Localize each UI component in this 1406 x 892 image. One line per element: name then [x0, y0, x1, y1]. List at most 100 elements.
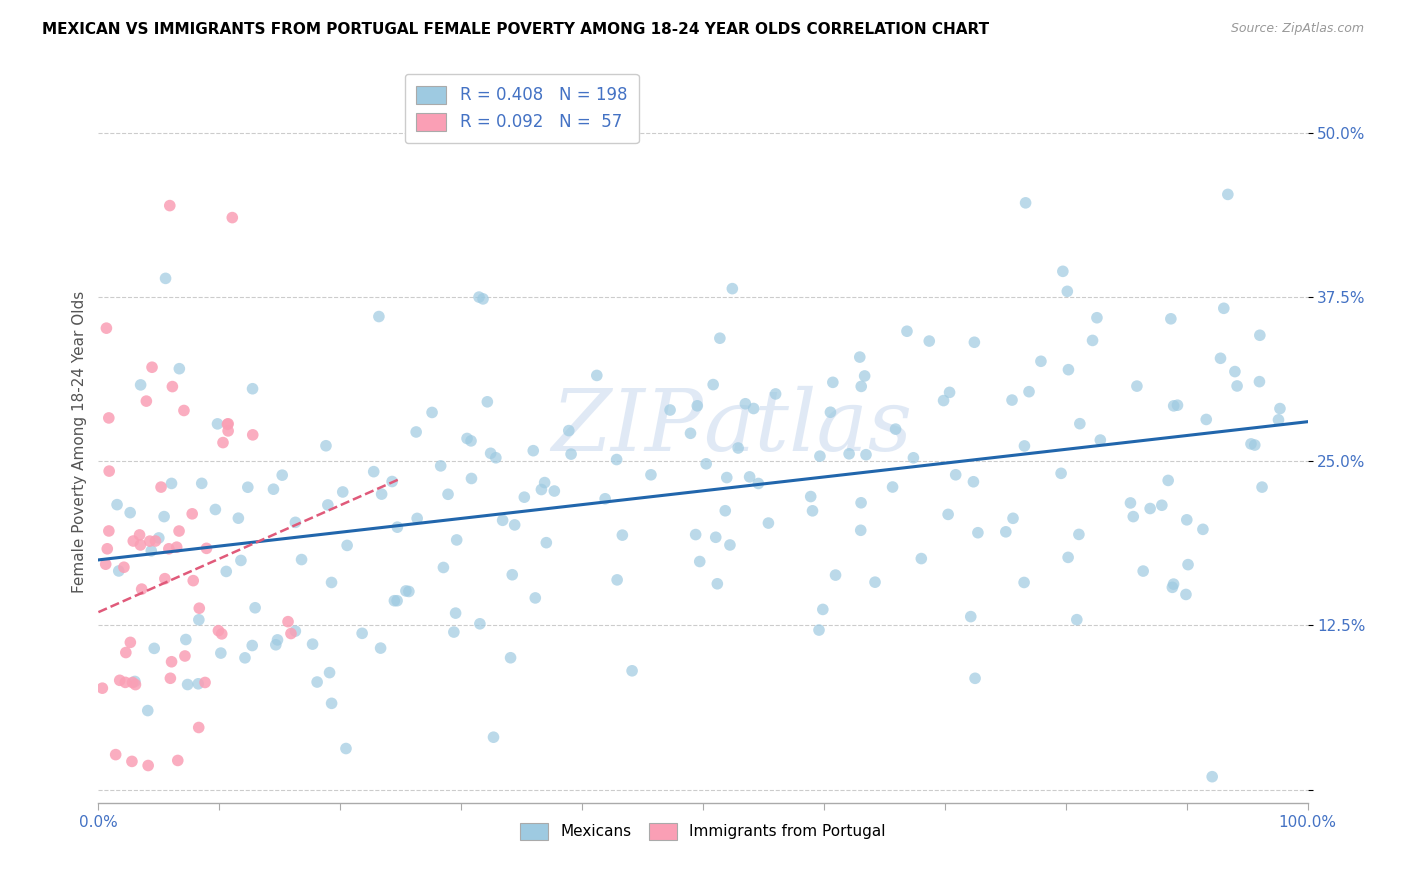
- Point: [1163, 399, 1185, 413]
- Point: [1119, 496, 1142, 510]
- Point: [437, 487, 460, 501]
- Point: [121, 675, 143, 690]
- Point: [263, 482, 285, 496]
- Point: [316, 498, 339, 512]
- Point: [145, 534, 167, 549]
- Point: [221, 211, 243, 225]
- Point: [315, 439, 337, 453]
- Point: [820, 405, 842, 419]
- Point: [558, 424, 581, 438]
- Point: [1240, 437, 1263, 451]
- Point: [1081, 334, 1104, 348]
- Point: [501, 567, 523, 582]
- Point: [91, 681, 114, 695]
- Point: [824, 568, 846, 582]
- Point: [1085, 310, 1108, 325]
- Point: [160, 476, 183, 491]
- Point: [104, 747, 127, 762]
- Point: [432, 560, 454, 574]
- Point: [965, 671, 987, 685]
- Point: [209, 646, 232, 660]
- Point: [1160, 311, 1182, 326]
- Point: [460, 434, 482, 448]
- Point: [903, 450, 925, 465]
- Point: [141, 544, 163, 558]
- Point: [513, 490, 536, 504]
- Point: [851, 379, 873, 393]
- Point: [640, 467, 662, 482]
- Point: [747, 476, 769, 491]
- Point: [808, 449, 831, 463]
- Point: [801, 504, 824, 518]
- Point: [143, 641, 166, 656]
- Point: [129, 538, 152, 552]
- Point: [387, 520, 409, 534]
- Point: [136, 704, 159, 718]
- Point: [181, 507, 204, 521]
- Point: [800, 490, 823, 504]
- Point: [1069, 417, 1091, 431]
- Point: [536, 535, 558, 549]
- Point: [129, 377, 152, 392]
- Point: [1175, 513, 1198, 527]
- Point: [1192, 522, 1215, 536]
- Point: [1150, 498, 1173, 512]
- Point: [162, 379, 184, 393]
- Point: [94, 558, 117, 572]
- Point: [1223, 365, 1246, 379]
- Point: [136, 758, 159, 772]
- Point: [157, 541, 180, 556]
- Point: [1018, 384, 1040, 399]
- Point: [115, 646, 138, 660]
- Point: [96, 321, 118, 335]
- Point: [405, 425, 427, 439]
- Point: [159, 198, 181, 212]
- Point: [479, 446, 502, 460]
- Point: [160, 655, 183, 669]
- Point: [962, 475, 984, 489]
- Point: [472, 292, 495, 306]
- Point: [1029, 354, 1052, 368]
- Point: [1090, 433, 1112, 447]
- Point: [468, 290, 491, 304]
- Point: [97, 411, 120, 425]
- Point: [524, 591, 547, 605]
- Point: [277, 615, 299, 629]
- Text: ZIP: ZIP: [551, 385, 703, 468]
- Point: [1163, 577, 1185, 591]
- Point: [994, 524, 1017, 539]
- Point: [284, 516, 307, 530]
- Point: [187, 677, 209, 691]
- Point: [114, 675, 136, 690]
- Point: [938, 385, 960, 400]
- Point: [533, 475, 555, 490]
- Point: [1057, 362, 1080, 376]
- Point: [217, 417, 239, 432]
- Point: [167, 524, 190, 538]
- Point: [884, 422, 907, 436]
- Point: [734, 397, 756, 411]
- Point: [863, 575, 886, 590]
- Point: [530, 483, 553, 497]
- Y-axis label: Female Poverty Among 18-24 Year Olds: Female Poverty Among 18-24 Year Olds: [72, 291, 87, 592]
- Point: [194, 675, 217, 690]
- Point: [1014, 195, 1036, 210]
- Point: [207, 417, 229, 431]
- Point: [606, 452, 628, 467]
- Point: [120, 635, 142, 649]
- Point: [1014, 439, 1036, 453]
- Point: [112, 560, 135, 574]
- Point: [967, 525, 990, 540]
- Point: [264, 638, 287, 652]
- Point: [1057, 550, 1080, 565]
- Point: [1177, 558, 1199, 572]
- Point: [384, 593, 406, 607]
- Point: [290, 552, 312, 566]
- Point: [932, 393, 955, 408]
- Point: [738, 470, 761, 484]
- Point: [621, 664, 644, 678]
- Text: atlas: atlas: [703, 385, 912, 468]
- Point: [882, 480, 904, 494]
- Point: [727, 441, 749, 455]
- Point: [849, 523, 872, 537]
